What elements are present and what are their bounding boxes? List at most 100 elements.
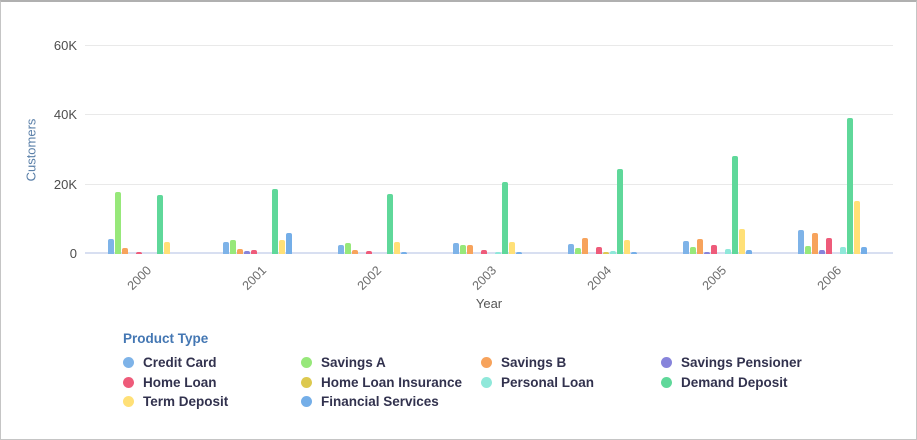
- bar-personal-loan-2005[interactable]: [725, 249, 731, 254]
- bar-personal-loan-2006[interactable]: [840, 247, 846, 254]
- legend-item-home-loan[interactable]: Home Loan: [123, 375, 301, 390]
- bar-home-loan-2006[interactable]: [826, 238, 832, 254]
- bar-demand-deposit-2006[interactable]: [847, 117, 853, 254]
- legend-label-personal-loan: Personal Loan: [501, 374, 595, 390]
- legend-item-home-loan-insurance[interactable]: Home Loan Insurance: [301, 375, 481, 390]
- bar-credit-card-2006[interactable]: [798, 230, 804, 254]
- legend-label-term-deposit: Term Deposit: [143, 394, 229, 409]
- bar-term-deposit-2001[interactable]: [279, 240, 285, 254]
- bar-demand-deposit-2004[interactable]: [617, 168, 623, 254]
- legend-marker-personal-loan: [481, 376, 492, 388]
- legend-marker-savings-b: [481, 357, 492, 368]
- bar-savings-b-2004[interactable]: [582, 238, 588, 254]
- bar-financial-services-2004[interactable]: [631, 251, 637, 254]
- bar-savings-b-2003[interactable]: [467, 245, 473, 254]
- legend-marker-savings-a: [301, 357, 312, 368]
- bar-term-deposit-2000[interactable]: [164, 241, 170, 254]
- bar-term-deposit-2004[interactable]: [624, 240, 630, 254]
- legend-item-savings-pensioner[interactable]: Savings Pensioner: [661, 355, 861, 370]
- bar-term-deposit-2003[interactable]: [509, 241, 515, 254]
- bar-savings-a-2003[interactable]: [460, 245, 466, 254]
- bar-group-2005: [683, 46, 753, 254]
- y-tick-label-20k: 20K: [53, 176, 77, 192]
- bar-savings-b-2002[interactable]: [352, 249, 358, 254]
- legend: Product Type Credit Card Savings A Savings…: [123, 331, 861, 409]
- bar-group-2001: [223, 46, 293, 254]
- y-axis-title: Customers: [23, 118, 39, 182]
- bar-credit-card-2003[interactable]: [453, 242, 459, 254]
- bar-demand-deposit-2005[interactable]: [732, 155, 738, 254]
- bar-home-loan-2001[interactable]: [251, 249, 257, 254]
- bar-credit-card-2004[interactable]: [568, 243, 574, 254]
- bar-home-loan-2004[interactable]: [596, 247, 602, 254]
- bar-savings-b-2000[interactable]: [122, 248, 128, 254]
- legend-label-savings-pensioner: Savings Pensioner: [681, 355, 802, 370]
- legend-label-credit-card: Credit Card: [143, 355, 217, 370]
- bar-demand-deposit-2000[interactable]: [157, 195, 163, 254]
- bar-savings-a-2000[interactable]: [115, 191, 121, 254]
- bar-savings-a-2005[interactable]: [690, 247, 696, 254]
- legend-item-savings-a[interactable]: Savings A: [301, 355, 481, 370]
- legend-items: Credit Card Savings A Savings B Savings Pen…: [123, 355, 861, 409]
- bar-savings-a-2006[interactable]: [805, 246, 811, 254]
- bar-credit-card-2001[interactable]: [223, 241, 229, 254]
- bar-financial-services-2001[interactable]: [286, 233, 292, 254]
- bar-credit-card-2005[interactable]: [683, 240, 689, 254]
- y-tick-label-60k: 60K: [53, 38, 77, 53]
- legend-marker-demand-deposit: [661, 376, 672, 388]
- bar-term-deposit-2006[interactable]: [854, 200, 860, 254]
- legend-item-credit-card[interactable]: Credit Card: [123, 355, 301, 370]
- bar-home-loan-insurance-2004[interactable]: [603, 251, 609, 254]
- bar-credit-card-2002[interactable]: [338, 245, 344, 254]
- bar-savings-b-2005[interactable]: [697, 239, 703, 254]
- legend-label-home-loan-insurance: Home Loan Insurance: [321, 374, 463, 390]
- legend-item-financial-services[interactable]: Financial Services: [301, 394, 481, 409]
- bar-home-loan-2003[interactable]: [481, 249, 487, 254]
- y-tick-label-40k: 40K: [53, 107, 77, 123]
- legend-item-demand-deposit[interactable]: Demand Deposit: [661, 375, 861, 390]
- bar-financial-services-2005[interactable]: [746, 249, 752, 254]
- bar-home-loan-2002[interactable]: [366, 250, 372, 254]
- bar-personal-loan-2004[interactable]: [610, 250, 616, 254]
- bar-home-loan-2005[interactable]: [711, 245, 717, 254]
- bar-savings-pensioner-2005[interactable]: [704, 251, 710, 254]
- bar-home-loan-2000[interactable]: [136, 252, 142, 254]
- bar-savings-b-2006[interactable]: [812, 232, 818, 254]
- bar-group-2002: [338, 46, 408, 254]
- legend-marker-financial-services: [301, 396, 312, 407]
- bar-demand-deposit-2003[interactable]: [502, 181, 508, 254]
- legend-item-personal-loan[interactable]: Personal Loan: [481, 375, 661, 390]
- legend-label-savings-b: Savings B: [501, 355, 567, 370]
- bar-financial-services-2002[interactable]: [401, 251, 407, 254]
- legend-item-term-deposit[interactable]: Term Deposit: [123, 394, 301, 409]
- bar-credit-card-2000[interactable]: [108, 239, 114, 254]
- bar-savings-a-2001[interactable]: [230, 240, 236, 254]
- bar-demand-deposit-2001[interactable]: [272, 188, 278, 254]
- bar-group-2004: [568, 46, 638, 254]
- legend-label-savings-a: Savings A: [321, 355, 386, 370]
- bar-group-2006: [798, 46, 868, 254]
- legend-label-home-loan: Home Loan: [143, 374, 217, 390]
- legend-marker-credit-card: [123, 357, 134, 368]
- gridline-20k: [85, 183, 893, 185]
- bar-financial-services-2006[interactable]: [861, 247, 867, 254]
- bar-savings-a-2002[interactable]: [345, 242, 351, 254]
- bar-financial-services-2003[interactable]: [516, 251, 522, 254]
- legend-marker-home-loan-insurance: [301, 376, 312, 388]
- bar-savings-pensioner-2001[interactable]: [244, 250, 250, 254]
- bar-savings-a-2004[interactable]: [575, 247, 581, 254]
- legend-label-financial-services: Financial Services: [321, 394, 439, 409]
- legend-item-savings-b[interactable]: Savings B: [481, 355, 661, 370]
- bar-term-deposit-2002[interactable]: [394, 241, 400, 254]
- bar-personal-loan-2003[interactable]: [495, 251, 501, 254]
- y-tick-label-0: 0: [69, 246, 77, 261]
- bar-term-deposit-2005[interactable]: [739, 229, 745, 254]
- legend-title: Product Type: [123, 331, 209, 346]
- gridline-0: [85, 252, 893, 254]
- bar-demand-deposit-2002[interactable]: [387, 194, 393, 254]
- bar-savings-pensioner-2006[interactable]: [819, 249, 825, 254]
- legend-marker-term-deposit: [123, 396, 134, 407]
- bar-savings-b-2001[interactable]: [237, 249, 243, 254]
- gridline-60k: [85, 45, 893, 46]
